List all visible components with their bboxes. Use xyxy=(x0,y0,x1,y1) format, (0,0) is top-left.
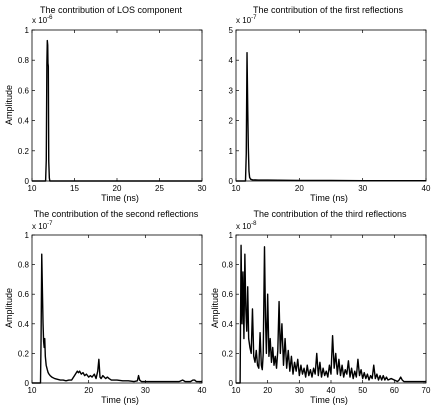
chart-title: The contribution of the second reflectio… xyxy=(34,209,199,219)
series-line xyxy=(236,244,426,384)
panel-los: The contribution of LOS component x 10-6… xyxy=(4,5,207,203)
series-line xyxy=(32,39,202,182)
x-axis-label: Time (ns) xyxy=(101,395,139,405)
y-tick-label: 3 xyxy=(229,86,234,95)
y-tick-label: 0.4 xyxy=(18,320,30,329)
chart-title: The contribution of LOS component xyxy=(40,5,183,15)
x-tick-label: 60 xyxy=(390,386,399,395)
y-tick-label: 0.4 xyxy=(222,320,234,329)
x-tick-label: 20 xyxy=(263,386,272,395)
x-tick-label: 40 xyxy=(422,184,431,193)
x-tick-label: 30 xyxy=(198,184,207,193)
x-axis-label: Time (ns) xyxy=(310,395,348,405)
x-tick-label: 70 xyxy=(422,386,431,395)
chart-title: The contribution of the third reflection… xyxy=(253,209,407,219)
y-tick-label: 1 xyxy=(25,26,30,35)
y-tick-label: 0 xyxy=(25,379,30,388)
y-axis-label: Amplitude xyxy=(4,85,14,125)
x-tick-label: 20 xyxy=(113,184,122,193)
panel-first-reflections: The contribution of the first reflection… xyxy=(229,5,431,203)
x-tick-label: 25 xyxy=(155,184,164,193)
chart-title: The contribution of the first reflection… xyxy=(253,5,404,15)
exponent-label: x 10-7 xyxy=(32,221,53,231)
x-tick-label: 15 xyxy=(70,184,79,193)
x-tick-label: 30 xyxy=(358,184,367,193)
exponent-label: x 10-7 xyxy=(236,15,257,25)
y-tick-label: 1 xyxy=(25,231,30,240)
series-line xyxy=(236,51,426,182)
y-tick-label: 0.8 xyxy=(18,261,30,270)
y-tick-label: 0.4 xyxy=(18,117,30,126)
y-axis-label: Amplitude xyxy=(4,288,14,328)
y-tick-label: 0 xyxy=(229,379,234,388)
y-tick-label: 0.2 xyxy=(18,147,30,156)
y-tick-label: 1 xyxy=(229,231,234,240)
x-tick-label: 20 xyxy=(295,184,304,193)
plot-frame xyxy=(31,29,203,182)
x-tick-label: 10 xyxy=(28,184,37,193)
panel-third-reflections: The contribution of the third reflection… xyxy=(210,209,431,405)
x-tick-label: 10 xyxy=(232,184,241,193)
x-tick-label: 40 xyxy=(198,386,207,395)
y-tick-label: 4 xyxy=(229,56,234,65)
y-tick-label: 0.6 xyxy=(18,86,30,95)
exponent-label: x 10-8 xyxy=(236,221,257,231)
y-tick-label: 0.8 xyxy=(18,56,30,65)
x-tick-label: 20 xyxy=(84,386,93,395)
series-line xyxy=(32,253,202,384)
y-tick-label: 0.2 xyxy=(18,349,30,358)
y-tick-label: 0.6 xyxy=(222,290,234,299)
x-tick-label: 10 xyxy=(28,386,37,395)
exponent-label: x 10-6 xyxy=(32,15,53,25)
y-tick-label: 0 xyxy=(229,177,234,186)
x-tick-label: 50 xyxy=(358,386,367,395)
plot-frame xyxy=(235,29,427,182)
y-tick-label: 5 xyxy=(229,26,234,35)
y-axis-label: Amplitude xyxy=(210,288,220,328)
x-axis-label: Time (ns) xyxy=(310,193,348,203)
x-tick-label: 40 xyxy=(327,386,336,395)
y-tick-label: 0.6 xyxy=(18,290,30,299)
y-tick-label: 2 xyxy=(229,117,234,126)
y-tick-label: 0.8 xyxy=(222,261,234,270)
x-axis-label: Time (ns) xyxy=(101,193,139,203)
plot-frame xyxy=(31,234,203,384)
panel-second-reflections: The contribution of the second reflectio… xyxy=(4,209,207,405)
x-tick-label: 30 xyxy=(295,386,304,395)
y-tick-label: 0.2 xyxy=(222,349,234,358)
x-tick-label: 30 xyxy=(141,386,150,395)
x-tick-label: 10 xyxy=(232,386,241,395)
y-tick-label: 1 xyxy=(229,147,234,156)
y-tick-label: 0 xyxy=(25,177,30,186)
